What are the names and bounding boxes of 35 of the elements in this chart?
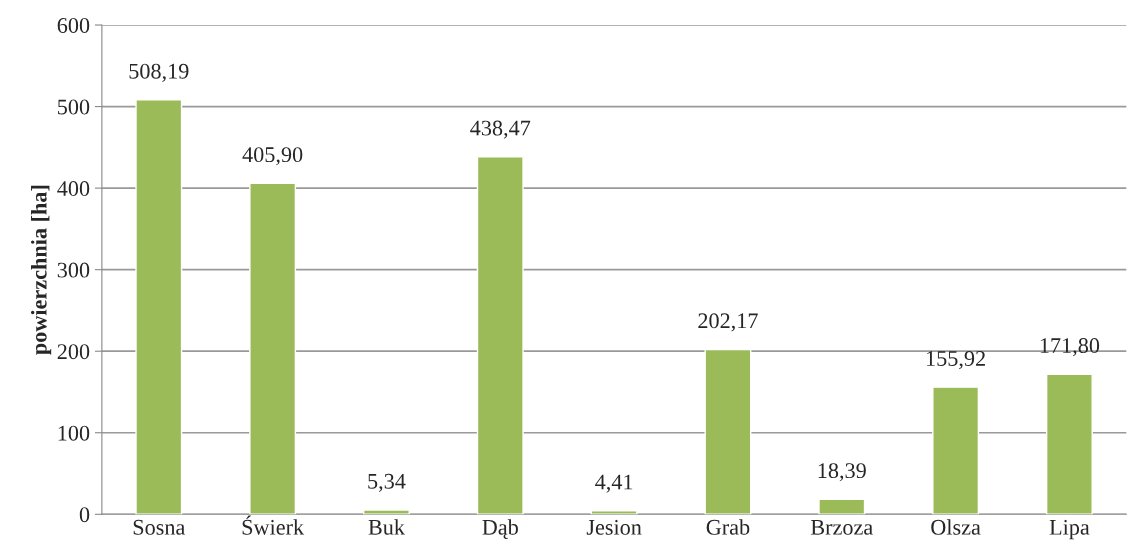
data-label: 4,41: [595, 474, 633, 493]
data-label: 508,19: [129, 63, 189, 82]
x-tick-label: Olsza: [931, 519, 981, 535]
y-tick-label: 400: [57, 181, 90, 197]
y-tick-label: 200: [57, 344, 90, 360]
bar: [476, 156, 524, 515]
bar: [362, 509, 410, 515]
data-label: 155,92: [927, 351, 985, 370]
y-tick-label: 0: [79, 507, 90, 523]
y-axis-title: powierzchnia [ha]: [31, 185, 52, 355]
x-tick-label: Buk: [368, 519, 405, 535]
data-label: 202,17: [698, 313, 758, 332]
x-tick-label: Grab: [706, 519, 750, 535]
data-label: 171,80: [1040, 338, 1100, 357]
x-tick-label: Jesion: [586, 519, 642, 535]
y-tick-label: 100: [58, 425, 90, 441]
bar: [590, 510, 638, 515]
bar: [704, 348, 752, 515]
y-tick-label: 500: [58, 99, 90, 115]
x-tick-label: Brzoza: [810, 520, 873, 535]
y-tick-label: 300: [57, 262, 90, 278]
data-label: 18,39: [818, 463, 866, 482]
bar: [1045, 373, 1093, 515]
bar: [135, 99, 183, 515]
data-label: 405,90: [242, 147, 303, 166]
data-label: 5,34: [368, 473, 406, 492]
x-tick-label: Dąb: [482, 519, 518, 539]
x-tick-label: Świerk: [242, 515, 305, 535]
bar: [818, 498, 866, 515]
x-tick-label: Lipa: [1049, 519, 1090, 540]
bar: [249, 182, 297, 515]
bar: [932, 386, 980, 515]
data-label: 438,47: [470, 120, 531, 139]
y-tick-label: 600: [57, 17, 90, 33]
x-tick-label: Sosna: [133, 519, 186, 535]
